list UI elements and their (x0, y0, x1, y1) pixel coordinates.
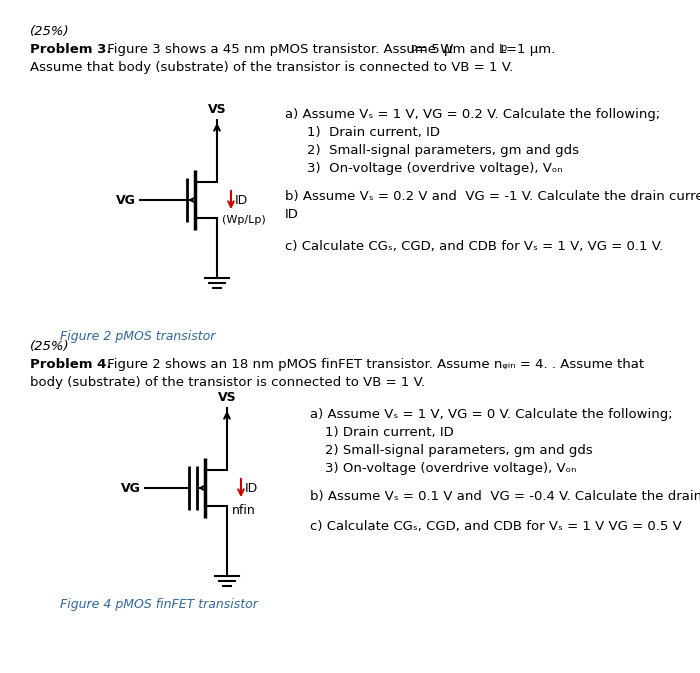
Text: Problem 4.: Problem 4. (30, 358, 111, 371)
Text: (Wp/Lp): (Wp/Lp) (222, 215, 266, 225)
Text: 3)  On-voltage (overdrive voltage), Vₒₙ: 3) On-voltage (overdrive voltage), Vₒₙ (307, 162, 563, 175)
Text: 3) On-voltage (overdrive voltage), Vₒₙ: 3) On-voltage (overdrive voltage), Vₒₙ (325, 462, 577, 475)
Text: ID: ID (235, 194, 248, 207)
Text: (25%): (25%) (30, 25, 69, 38)
Text: VG: VG (116, 194, 136, 207)
Text: VG: VG (121, 481, 141, 495)
Text: Figure 2 pMOS transistor: Figure 2 pMOS transistor (60, 330, 216, 343)
Text: 2) Small-signal parameters, gm and gds: 2) Small-signal parameters, gm and gds (325, 444, 593, 457)
Text: =1 μm.: =1 μm. (506, 43, 555, 56)
Text: Problem 3.: Problem 3. (30, 43, 111, 56)
Text: c) Calculate CGₛ, CGD, and CDB for Vₛ = 1 V VG = 0.5 V: c) Calculate CGₛ, CGD, and CDB for Vₛ = … (310, 520, 682, 533)
Text: a) Assume Vₛ = 1 V, VG = 0 V. Calculate the following;: a) Assume Vₛ = 1 V, VG = 0 V. Calculate … (310, 408, 673, 421)
Text: ID: ID (285, 208, 299, 221)
Text: 1) Drain current, ID: 1) Drain current, ID (325, 426, 454, 439)
Text: a) Assume Vₛ = 1 V, VG = 0.2 V. Calculate the following;: a) Assume Vₛ = 1 V, VG = 0.2 V. Calculat… (285, 108, 660, 121)
Text: 1)  Drain current, ID: 1) Drain current, ID (307, 126, 440, 139)
Text: (25%): (25%) (30, 340, 69, 353)
Text: nfin: nfin (232, 503, 256, 516)
Text: 2)  Small-signal parameters, gm and gds: 2) Small-signal parameters, gm and gds (307, 144, 579, 157)
Text: b) Assume Vₛ = 0.2 V and  VG = -1 V. Calculate the drain current,: b) Assume Vₛ = 0.2 V and VG = -1 V. Calc… (285, 190, 700, 203)
Text: Figure 2 shows an 18 nm pMOS finFET transistor. Assume nᵩᵢₙ = 4. . Assume that: Figure 2 shows an 18 nm pMOS finFET tran… (103, 358, 644, 371)
Text: body (substrate) of the transistor is connected to VB = 1 V.: body (substrate) of the transistor is co… (30, 376, 425, 389)
Text: Figure 3 shows a 45 nm pMOS transistor. Assume W: Figure 3 shows a 45 nm pMOS transistor. … (103, 43, 454, 56)
Text: VS: VS (208, 103, 226, 116)
Text: Figure 4 pMOS finFET transistor: Figure 4 pMOS finFET transistor (60, 598, 258, 611)
Text: = 5 μm and L: = 5 μm and L (416, 43, 506, 56)
Text: c) Calculate CGₛ, CGD, and CDB for Vₛ = 1 V, VG = 0.1 V.: c) Calculate CGₛ, CGD, and CDB for Vₛ = … (285, 240, 664, 253)
Text: Assume that body (substrate) of the transistor is connected to VB = 1 V.: Assume that body (substrate) of the tran… (30, 61, 513, 74)
Text: p: p (410, 43, 416, 53)
Text: VS: VS (218, 391, 237, 404)
Text: b) Assume Vₛ = 0.1 V and  VG = -0.4 V. Calculate the drain current, ID: b) Assume Vₛ = 0.1 V and VG = -0.4 V. Ca… (310, 490, 700, 503)
Text: p: p (500, 43, 506, 53)
Text: ID: ID (245, 481, 258, 495)
